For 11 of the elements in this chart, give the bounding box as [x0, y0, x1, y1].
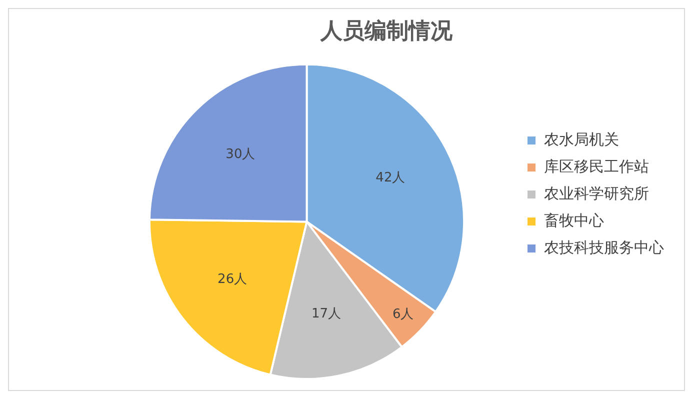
legend-label: 农技科技服务中心 — [544, 238, 664, 256]
data-label: 6人 — [392, 306, 414, 322]
legend-label: 农业科学研究所 — [544, 184, 649, 202]
legend-label: 农水局机关 — [544, 130, 619, 148]
data-label: 26人 — [218, 272, 248, 288]
data-label: 17人 — [311, 306, 341, 322]
data-label: 30人 — [226, 146, 256, 162]
legend-label: 库区移民工作站 — [544, 157, 649, 176]
chart-title: 人员编制情况 — [320, 18, 454, 44]
data-label: 42人 — [376, 170, 406, 186]
legend-label: 畜牧中心 — [544, 211, 604, 230]
